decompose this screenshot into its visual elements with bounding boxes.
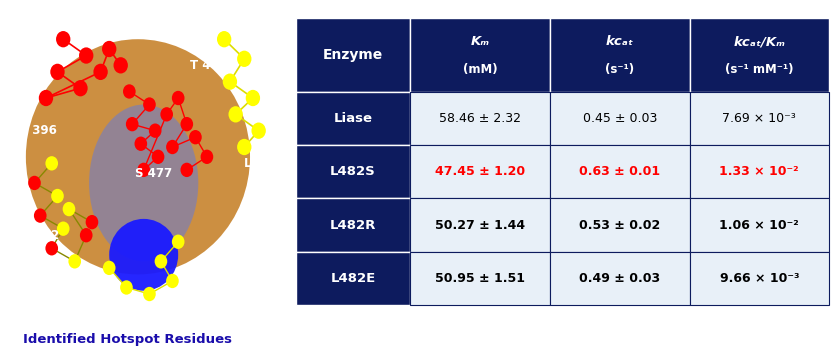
Circle shape [123, 84, 136, 99]
Text: 0.45 ± 0.03: 0.45 ± 0.03 [582, 112, 657, 125]
Text: Liase: Liase [333, 112, 372, 125]
Text: 58.46 ± 2.32: 58.46 ± 2.32 [439, 112, 521, 125]
Circle shape [201, 150, 213, 164]
FancyBboxPatch shape [690, 92, 829, 145]
Circle shape [149, 123, 162, 138]
Ellipse shape [89, 104, 198, 261]
Text: S 477: S 477 [135, 167, 172, 180]
Circle shape [73, 80, 87, 96]
Text: 1.33 × 10⁻²: 1.33 × 10⁻² [720, 165, 799, 178]
FancyBboxPatch shape [550, 199, 690, 252]
Circle shape [189, 130, 202, 144]
Text: (s⁻¹): (s⁻¹) [606, 63, 635, 76]
Circle shape [46, 241, 58, 256]
Circle shape [155, 254, 167, 269]
FancyBboxPatch shape [411, 92, 550, 145]
Circle shape [166, 274, 179, 288]
FancyBboxPatch shape [550, 18, 690, 92]
Circle shape [143, 287, 156, 301]
FancyBboxPatch shape [296, 145, 411, 199]
Circle shape [237, 139, 252, 155]
Ellipse shape [109, 219, 178, 291]
FancyBboxPatch shape [690, 18, 829, 92]
Circle shape [166, 140, 179, 154]
Text: L 482: L 482 [23, 229, 59, 242]
Text: (mM): (mM) [463, 63, 497, 76]
Circle shape [237, 51, 252, 67]
Circle shape [68, 254, 81, 269]
Circle shape [217, 31, 232, 47]
Circle shape [93, 64, 107, 80]
FancyBboxPatch shape [690, 145, 829, 199]
FancyBboxPatch shape [550, 92, 690, 145]
Circle shape [57, 222, 69, 236]
Circle shape [39, 90, 53, 106]
Circle shape [246, 90, 260, 106]
Text: 0.49 ± 0.03: 0.49 ± 0.03 [579, 272, 661, 285]
Text: 50.27 ± 1.44: 50.27 ± 1.44 [435, 219, 526, 232]
Circle shape [172, 91, 184, 105]
Circle shape [143, 97, 156, 112]
Text: M 473: M 473 [129, 17, 170, 29]
Text: Enzyme: Enzyme [323, 48, 383, 61]
Text: 9.66 × 10⁻³: 9.66 × 10⁻³ [720, 272, 799, 285]
Text: Identified Hotspot Residues: Identified Hotspot Residues [23, 333, 232, 346]
FancyBboxPatch shape [411, 145, 550, 199]
Text: Kₘ: Kₘ [471, 36, 490, 48]
Circle shape [126, 117, 138, 131]
Circle shape [80, 228, 92, 242]
Text: L482S: L482S [330, 165, 376, 178]
Text: 50.95 ± 1.51: 50.95 ± 1.51 [435, 272, 525, 285]
Circle shape [46, 156, 58, 171]
FancyBboxPatch shape [411, 252, 550, 305]
Circle shape [86, 215, 98, 229]
Circle shape [51, 189, 64, 203]
Circle shape [222, 74, 237, 90]
Text: 7.69 × 10⁻³: 7.69 × 10⁻³ [722, 112, 796, 125]
Circle shape [152, 150, 164, 164]
Circle shape [113, 57, 128, 74]
Circle shape [34, 209, 47, 223]
Circle shape [56, 31, 71, 47]
Circle shape [79, 47, 93, 64]
Circle shape [103, 261, 116, 275]
Text: L482R: L482R [330, 219, 377, 232]
Text: kᴄₐₜ: kᴄₐₜ [606, 36, 634, 48]
FancyBboxPatch shape [296, 92, 411, 145]
Text: kᴄₐₜ/Kₘ: kᴄₐₜ/Kₘ [733, 36, 786, 48]
FancyBboxPatch shape [296, 199, 411, 252]
FancyBboxPatch shape [296, 18, 411, 92]
FancyBboxPatch shape [550, 252, 690, 305]
Circle shape [161, 107, 173, 122]
Circle shape [50, 64, 65, 80]
Circle shape [181, 163, 193, 177]
Text: 0.53 ± 0.02: 0.53 ± 0.02 [579, 219, 661, 232]
FancyBboxPatch shape [296, 252, 411, 305]
FancyBboxPatch shape [550, 145, 690, 199]
FancyBboxPatch shape [411, 199, 550, 252]
Circle shape [252, 122, 266, 139]
Circle shape [62, 202, 75, 216]
FancyBboxPatch shape [690, 252, 829, 305]
Circle shape [228, 106, 243, 122]
Text: L482E: L482E [331, 272, 376, 285]
Text: L 499: L 499 [244, 157, 281, 170]
Text: T 396: T 396 [20, 124, 57, 137]
FancyBboxPatch shape [411, 18, 550, 92]
Circle shape [181, 117, 193, 131]
Circle shape [172, 234, 184, 249]
FancyBboxPatch shape [690, 199, 829, 252]
Circle shape [137, 163, 150, 177]
Text: (s⁻¹ mM⁻¹): (s⁻¹ mM⁻¹) [725, 63, 794, 76]
Circle shape [120, 280, 132, 295]
Ellipse shape [26, 39, 250, 274]
Text: 47.45 ± 1.20: 47.45 ± 1.20 [435, 165, 526, 178]
Circle shape [28, 176, 41, 190]
Circle shape [134, 136, 147, 151]
Text: 0.63 ± 0.01: 0.63 ± 0.01 [579, 165, 661, 178]
Circle shape [102, 41, 117, 57]
Text: 1.06 × 10⁻²: 1.06 × 10⁻² [720, 219, 799, 232]
Text: T 446: T 446 [190, 59, 227, 72]
